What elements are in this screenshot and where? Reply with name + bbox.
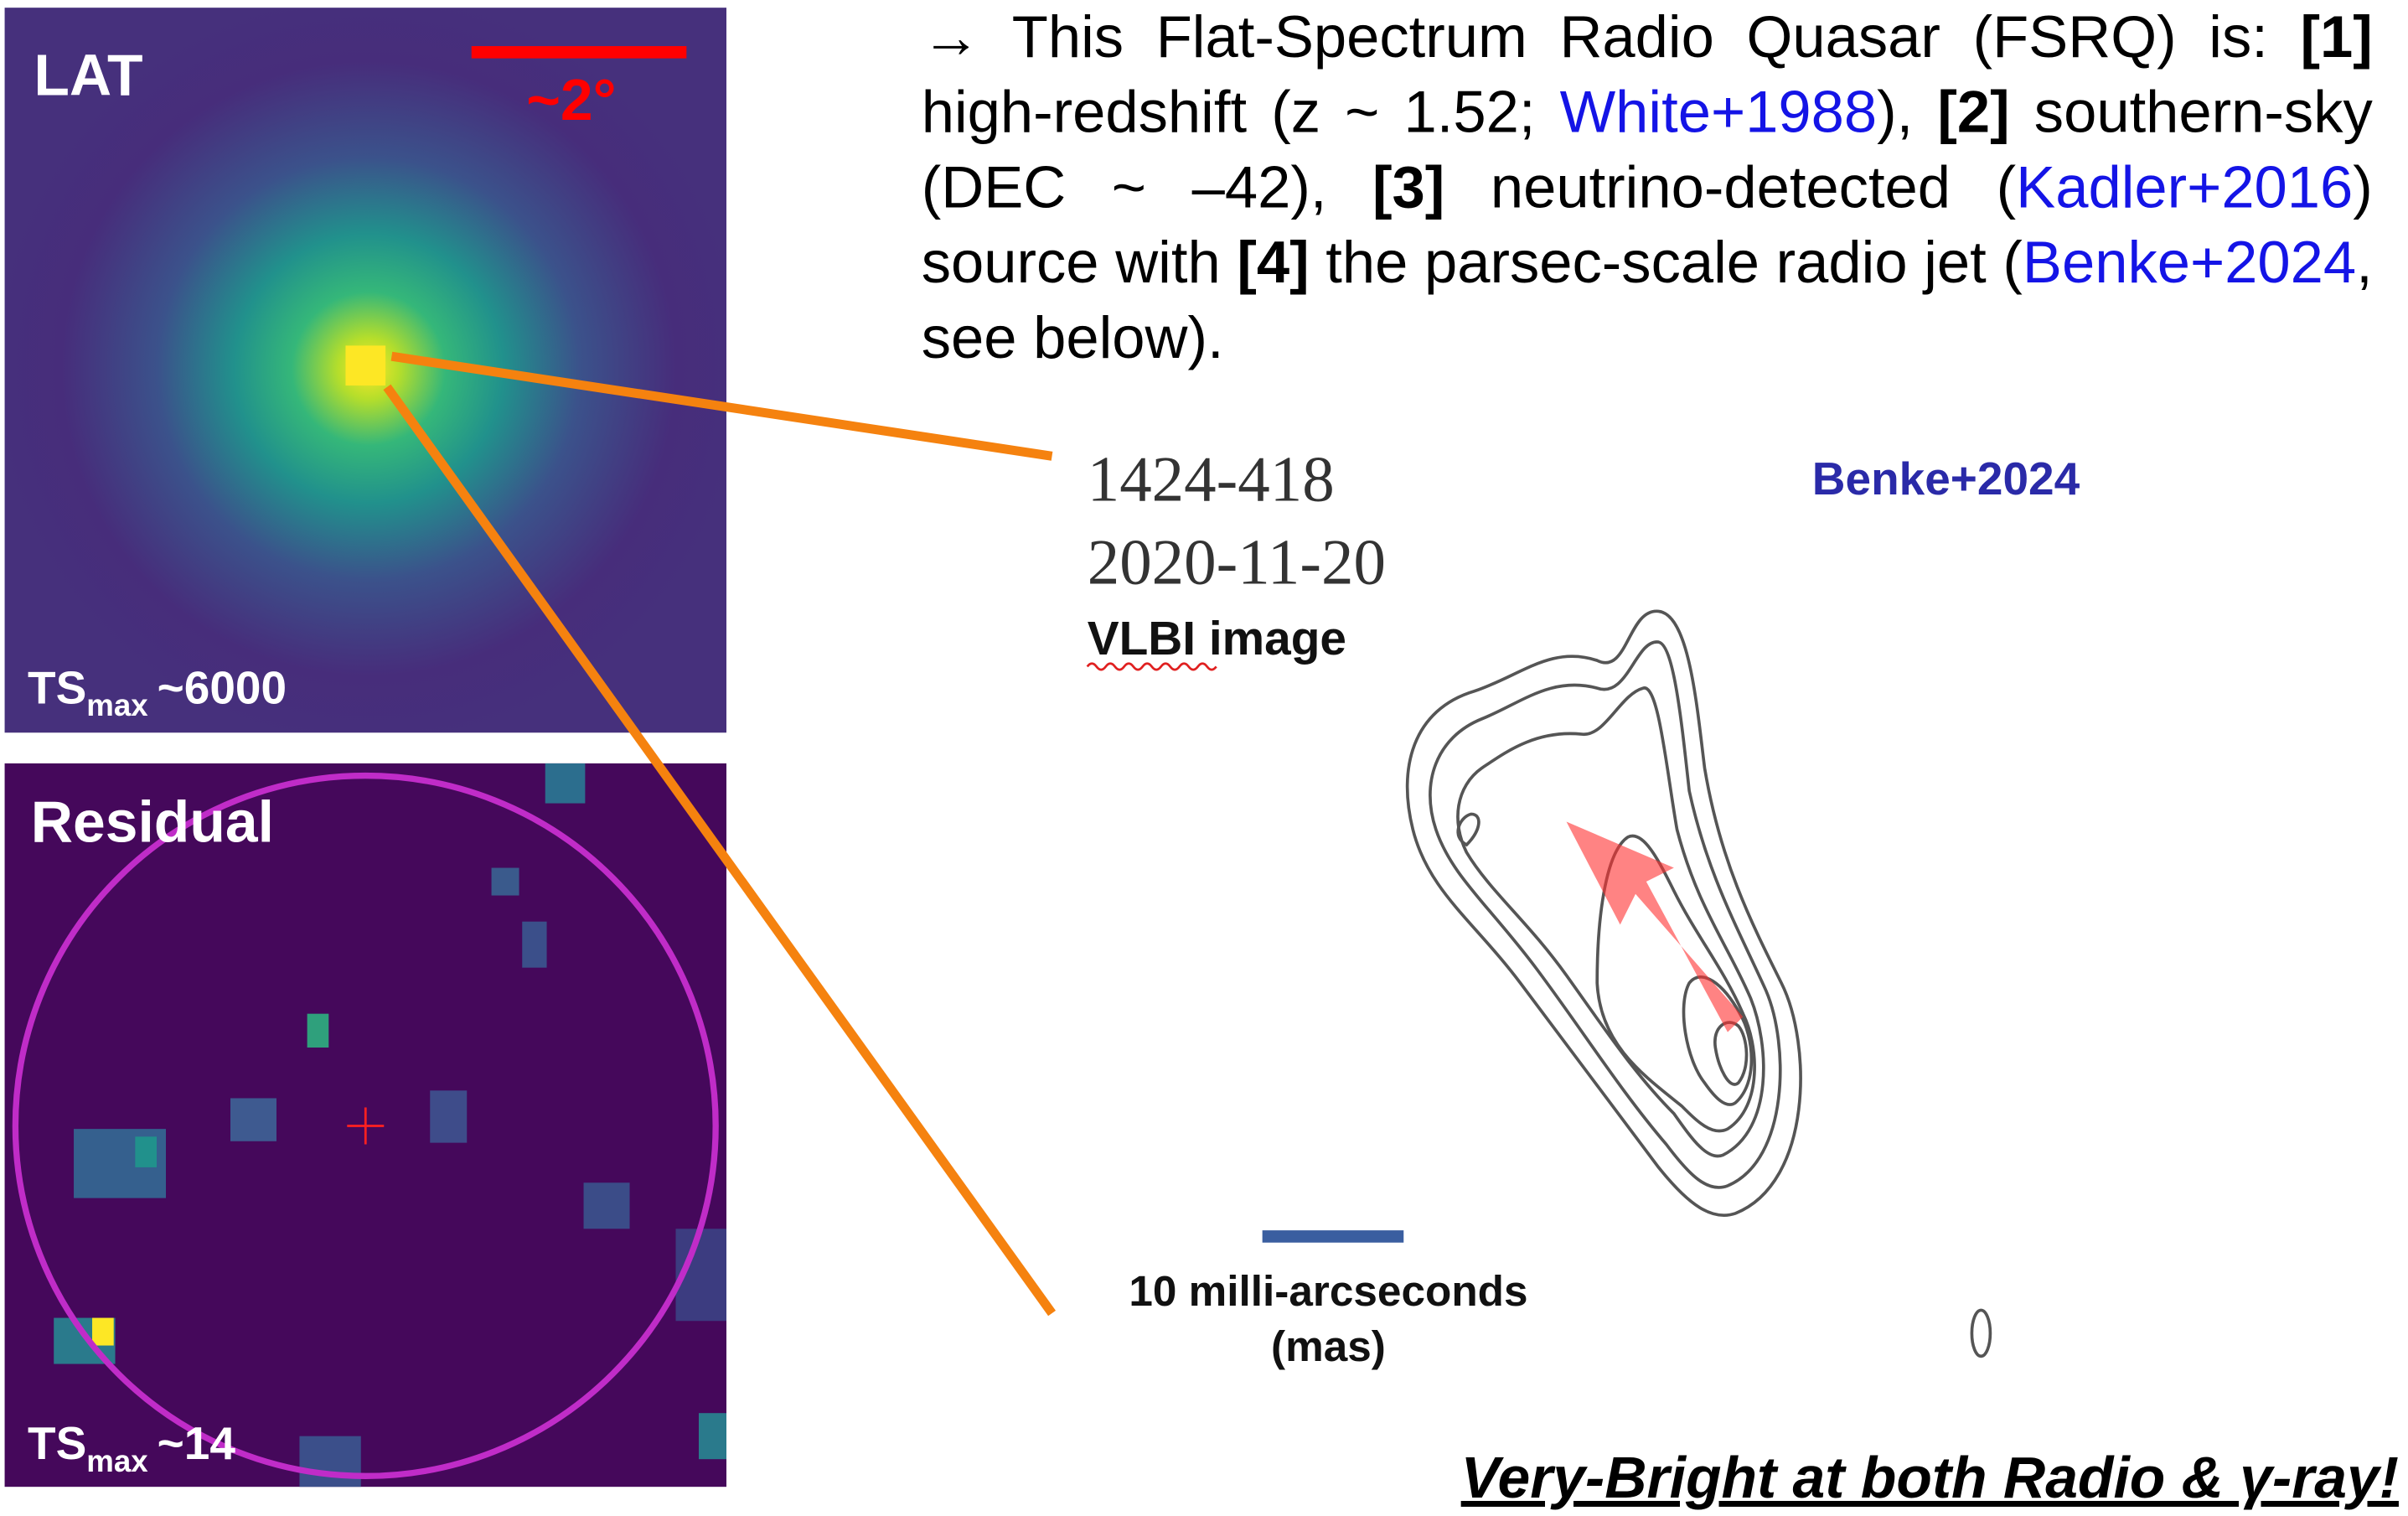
residual-panel: Residual TSmax ~14 (5, 763, 726, 1487)
residual-title: Residual (31, 789, 274, 854)
ts-sub: max (86, 688, 148, 722)
lat-panel: LAT ~2° TSmax ~6000 (5, 8, 726, 732)
pixel (430, 1090, 467, 1142)
contour (1715, 1022, 1747, 1084)
pixel (135, 1136, 157, 1167)
vlbi-figure: 1424-418 2020-11-20 VLBI image Benke+202… (1088, 443, 2080, 1370)
pixel (230, 1098, 276, 1141)
item-number: [3] (1372, 155, 1444, 221)
lat-peak (345, 345, 385, 385)
contour (1971, 1310, 1990, 1356)
scale-unit: (mas) (1271, 1322, 1386, 1370)
contours (1408, 611, 1991, 1356)
item-number: [4] (1237, 230, 1309, 297)
pixel (699, 1413, 726, 1459)
text: ), (1877, 80, 1937, 146)
date: 2020-11-20 (1088, 525, 1386, 598)
source-name: 1424-418 (1088, 443, 1335, 515)
pixel (522, 922, 546, 968)
pixel (492, 868, 519, 896)
text: high-redshift (z ~ 1.52; (922, 80, 1560, 146)
description-box: → This Flat-Spectrum Radio Quasar (FSRQ)… (922, 0, 2373, 384)
ts-sub: max (86, 1444, 148, 1478)
text: the parsec-scale radio jet ( (1310, 230, 2023, 297)
contour (1458, 688, 1764, 1156)
text: → This Flat-Spectrum Radio Quasar (FSRQ)… (922, 4, 2301, 70)
ts-value: ~6000 (158, 661, 287, 713)
pixel (299, 1436, 360, 1487)
footer: Very-Bright at both Radio & γ-ray! (1461, 1445, 2399, 1510)
ts-value: ~14 (158, 1417, 236, 1469)
pixel (307, 1014, 329, 1048)
pixel (545, 763, 586, 804)
scale-label: ~2° (526, 67, 616, 132)
lat-title: LAT (34, 43, 142, 108)
reference: Kadler+2016 (2016, 155, 2353, 221)
ts: TS (28, 1417, 86, 1469)
text: neutrino-detected ( (1444, 155, 2016, 221)
contour (1458, 814, 1479, 845)
slide: LAT ~2° TSmax~6000 Residual TSmax~14 (0, 0, 2408, 1516)
description: → This Flat-Spectrum Radio Quasar (FSRQ)… (922, 0, 2373, 376)
pixel (584, 1182, 630, 1229)
item-number: [2] (1937, 80, 2009, 146)
pixel (92, 1318, 114, 1346)
item-number: [1] (2301, 4, 2373, 70)
ts: TS (28, 661, 86, 713)
credit: Benke+2024 (1812, 453, 2080, 504)
ts-label: TSmax ~6000 (28, 661, 287, 722)
reference: White+1988 (1560, 80, 1878, 146)
reference: Benke+2024 (2023, 230, 2356, 297)
caption: VLBI image (1088, 613, 1346, 665)
scale-label: 10 milli-arcseconds (1129, 1267, 1527, 1315)
contour (1408, 611, 1801, 1215)
